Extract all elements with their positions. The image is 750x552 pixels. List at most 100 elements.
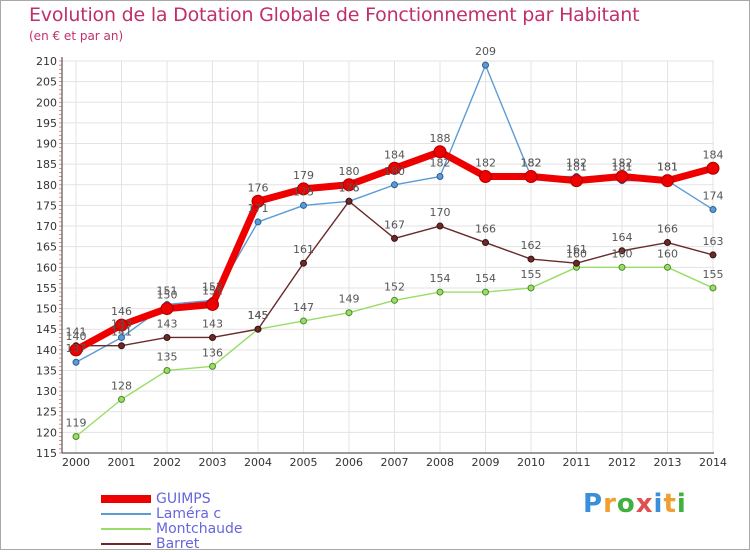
data-point — [251, 194, 265, 208]
data-label: 128 — [111, 379, 132, 392]
data-point — [69, 343, 83, 357]
data-point — [527, 255, 535, 263]
y-tick-label: 115 — [36, 447, 57, 460]
data-label: 180 — [339, 165, 360, 178]
data-label: 176 — [339, 181, 360, 194]
data-label: 184 — [703, 148, 724, 161]
data-label: 162 — [521, 239, 542, 252]
legend-swatch — [101, 513, 151, 515]
data-point — [72, 432, 80, 440]
data-label: 145 — [248, 309, 269, 322]
data-point — [436, 288, 444, 296]
data-label: 181 — [657, 161, 678, 174]
y-tick-label: 205 — [36, 76, 57, 89]
x-tick-label: 2003 — [199, 456, 227, 469]
data-label: 150 — [157, 289, 178, 302]
data-point — [482, 61, 489, 69]
x-tick-label: 2008 — [426, 456, 454, 469]
data-point — [618, 263, 626, 271]
y-tick-label: 195 — [36, 117, 57, 130]
data-label: 180 — [384, 165, 405, 178]
y-tick-label: 120 — [36, 426, 57, 439]
data-label: 170 — [430, 206, 451, 219]
data-point — [706, 161, 720, 175]
data-point — [297, 182, 310, 196]
data-point — [527, 284, 535, 292]
data-point — [524, 170, 538, 184]
axes: 115 120 125 130 135 140 145 150 155 160 165 170 175 1… — [36, 55, 727, 469]
data-point — [345, 309, 353, 317]
data-label: 160 — [612, 247, 633, 260]
y-tick-label: 190 — [36, 138, 57, 151]
data-point — [300, 201, 307, 209]
data-label: 152 — [202, 280, 223, 293]
data-label: 119 — [66, 416, 87, 429]
y-tick-label: 170 — [36, 220, 57, 233]
data-point — [163, 333, 171, 341]
x-tick-label: 2001 — [108, 456, 136, 469]
data-point — [115, 318, 128, 332]
y-tick-label: 185 — [36, 158, 57, 171]
legend-swatch — [101, 528, 151, 530]
data-label: 151 — [157, 284, 178, 297]
data-label: 152 — [384, 280, 405, 293]
x-tick-label: 2002 — [153, 456, 181, 469]
x-tick-label: 2009 — [472, 456, 500, 469]
data-label: 160 — [657, 247, 678, 260]
data-label: 146 — [111, 305, 132, 318]
data-label: 182 — [475, 157, 496, 170]
data-label: 161 — [566, 243, 587, 256]
y-tick-label: 160 — [36, 261, 57, 274]
data-point — [482, 288, 489, 296]
data-label: 182 — [612, 157, 633, 170]
x-tick-label: 2012 — [608, 456, 636, 469]
legend-swatch — [101, 495, 151, 503]
data-label: 155 — [703, 268, 724, 281]
data-label: 181 — [657, 161, 678, 174]
data-point — [391, 181, 398, 189]
data-point — [709, 251, 717, 259]
legend-label: Laméra c — [156, 506, 222, 522]
y-tick-label: 140 — [36, 344, 57, 357]
y-tick-label: 165 — [36, 241, 57, 254]
y-tick-label: 125 — [36, 406, 57, 419]
data-label: 176 — [248, 181, 269, 194]
data-point — [436, 173, 444, 181]
series-layer — [69, 61, 720, 440]
data-point — [391, 234, 398, 242]
data-point — [342, 178, 356, 192]
data-label: 154 — [430, 272, 451, 285]
data-point — [209, 362, 216, 370]
legend-swatch — [101, 543, 151, 545]
data-point — [300, 259, 307, 267]
x-tick-label: 2006 — [335, 456, 363, 469]
data-point — [664, 263, 671, 271]
data-point — [709, 206, 717, 214]
data-label: 182 — [566, 157, 587, 170]
data-label: 182 — [430, 157, 451, 170]
data-point — [573, 259, 580, 267]
data-point — [345, 197, 353, 205]
data-point — [709, 284, 717, 292]
y-tick-label: 175 — [36, 199, 57, 212]
data-point — [254, 325, 262, 333]
data-label: 149 — [339, 293, 360, 306]
data-label: 174 — [703, 190, 724, 203]
data-point — [72, 358, 80, 366]
data-point — [206, 297, 219, 311]
data-label: 136 — [202, 346, 223, 359]
series-barret — [72, 197, 717, 350]
data-label: 155 — [521, 268, 542, 281]
data-point — [391, 296, 398, 304]
x-tick-label: 2004 — [244, 456, 272, 469]
data-point — [254, 218, 262, 226]
proxiti-logo: Proxiti — [583, 489, 687, 519]
data-label: 143 — [157, 317, 178, 330]
chart-subtitle: (en € et par an) — [29, 29, 124, 43]
data-point — [482, 239, 489, 247]
data-point — [479, 170, 492, 184]
x-tick-label: 2013 — [654, 456, 682, 469]
